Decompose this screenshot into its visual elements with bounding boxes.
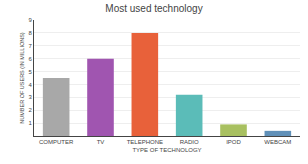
svg-text:WEBCAM: WEBCAM [264, 139, 291, 145]
svg-text:4: 4 [28, 82, 32, 88]
svg-text:1: 1 [28, 120, 32, 126]
svg-text:3: 3 [28, 94, 32, 100]
svg-text:TV: TV [97, 139, 105, 145]
svg-text:IPOD: IPOD [226, 139, 241, 145]
svg-text:COMPUTER: COMPUTER [39, 139, 74, 145]
svg-text:TYPE OF TECHNOLOGY: TYPE OF TECHNOLOGY [132, 147, 201, 153]
svg-text:6: 6 [28, 56, 32, 62]
svg-text:5: 5 [28, 69, 32, 75]
svg-text:Most used technology: Most used technology [105, 3, 202, 14]
svg-text:RADIO: RADIO [180, 139, 199, 145]
svg-text:8: 8 [28, 30, 32, 36]
svg-text:TELEPHONE: TELEPHONE [127, 139, 163, 145]
svg-text:9: 9 [28, 17, 32, 23]
svg-text:7: 7 [28, 43, 32, 49]
svg-text:NUMBER OF USERS (IN MILLIONS): NUMBER OF USERS (IN MILLIONS) [19, 32, 25, 124]
svg-text:2: 2 [28, 107, 32, 113]
